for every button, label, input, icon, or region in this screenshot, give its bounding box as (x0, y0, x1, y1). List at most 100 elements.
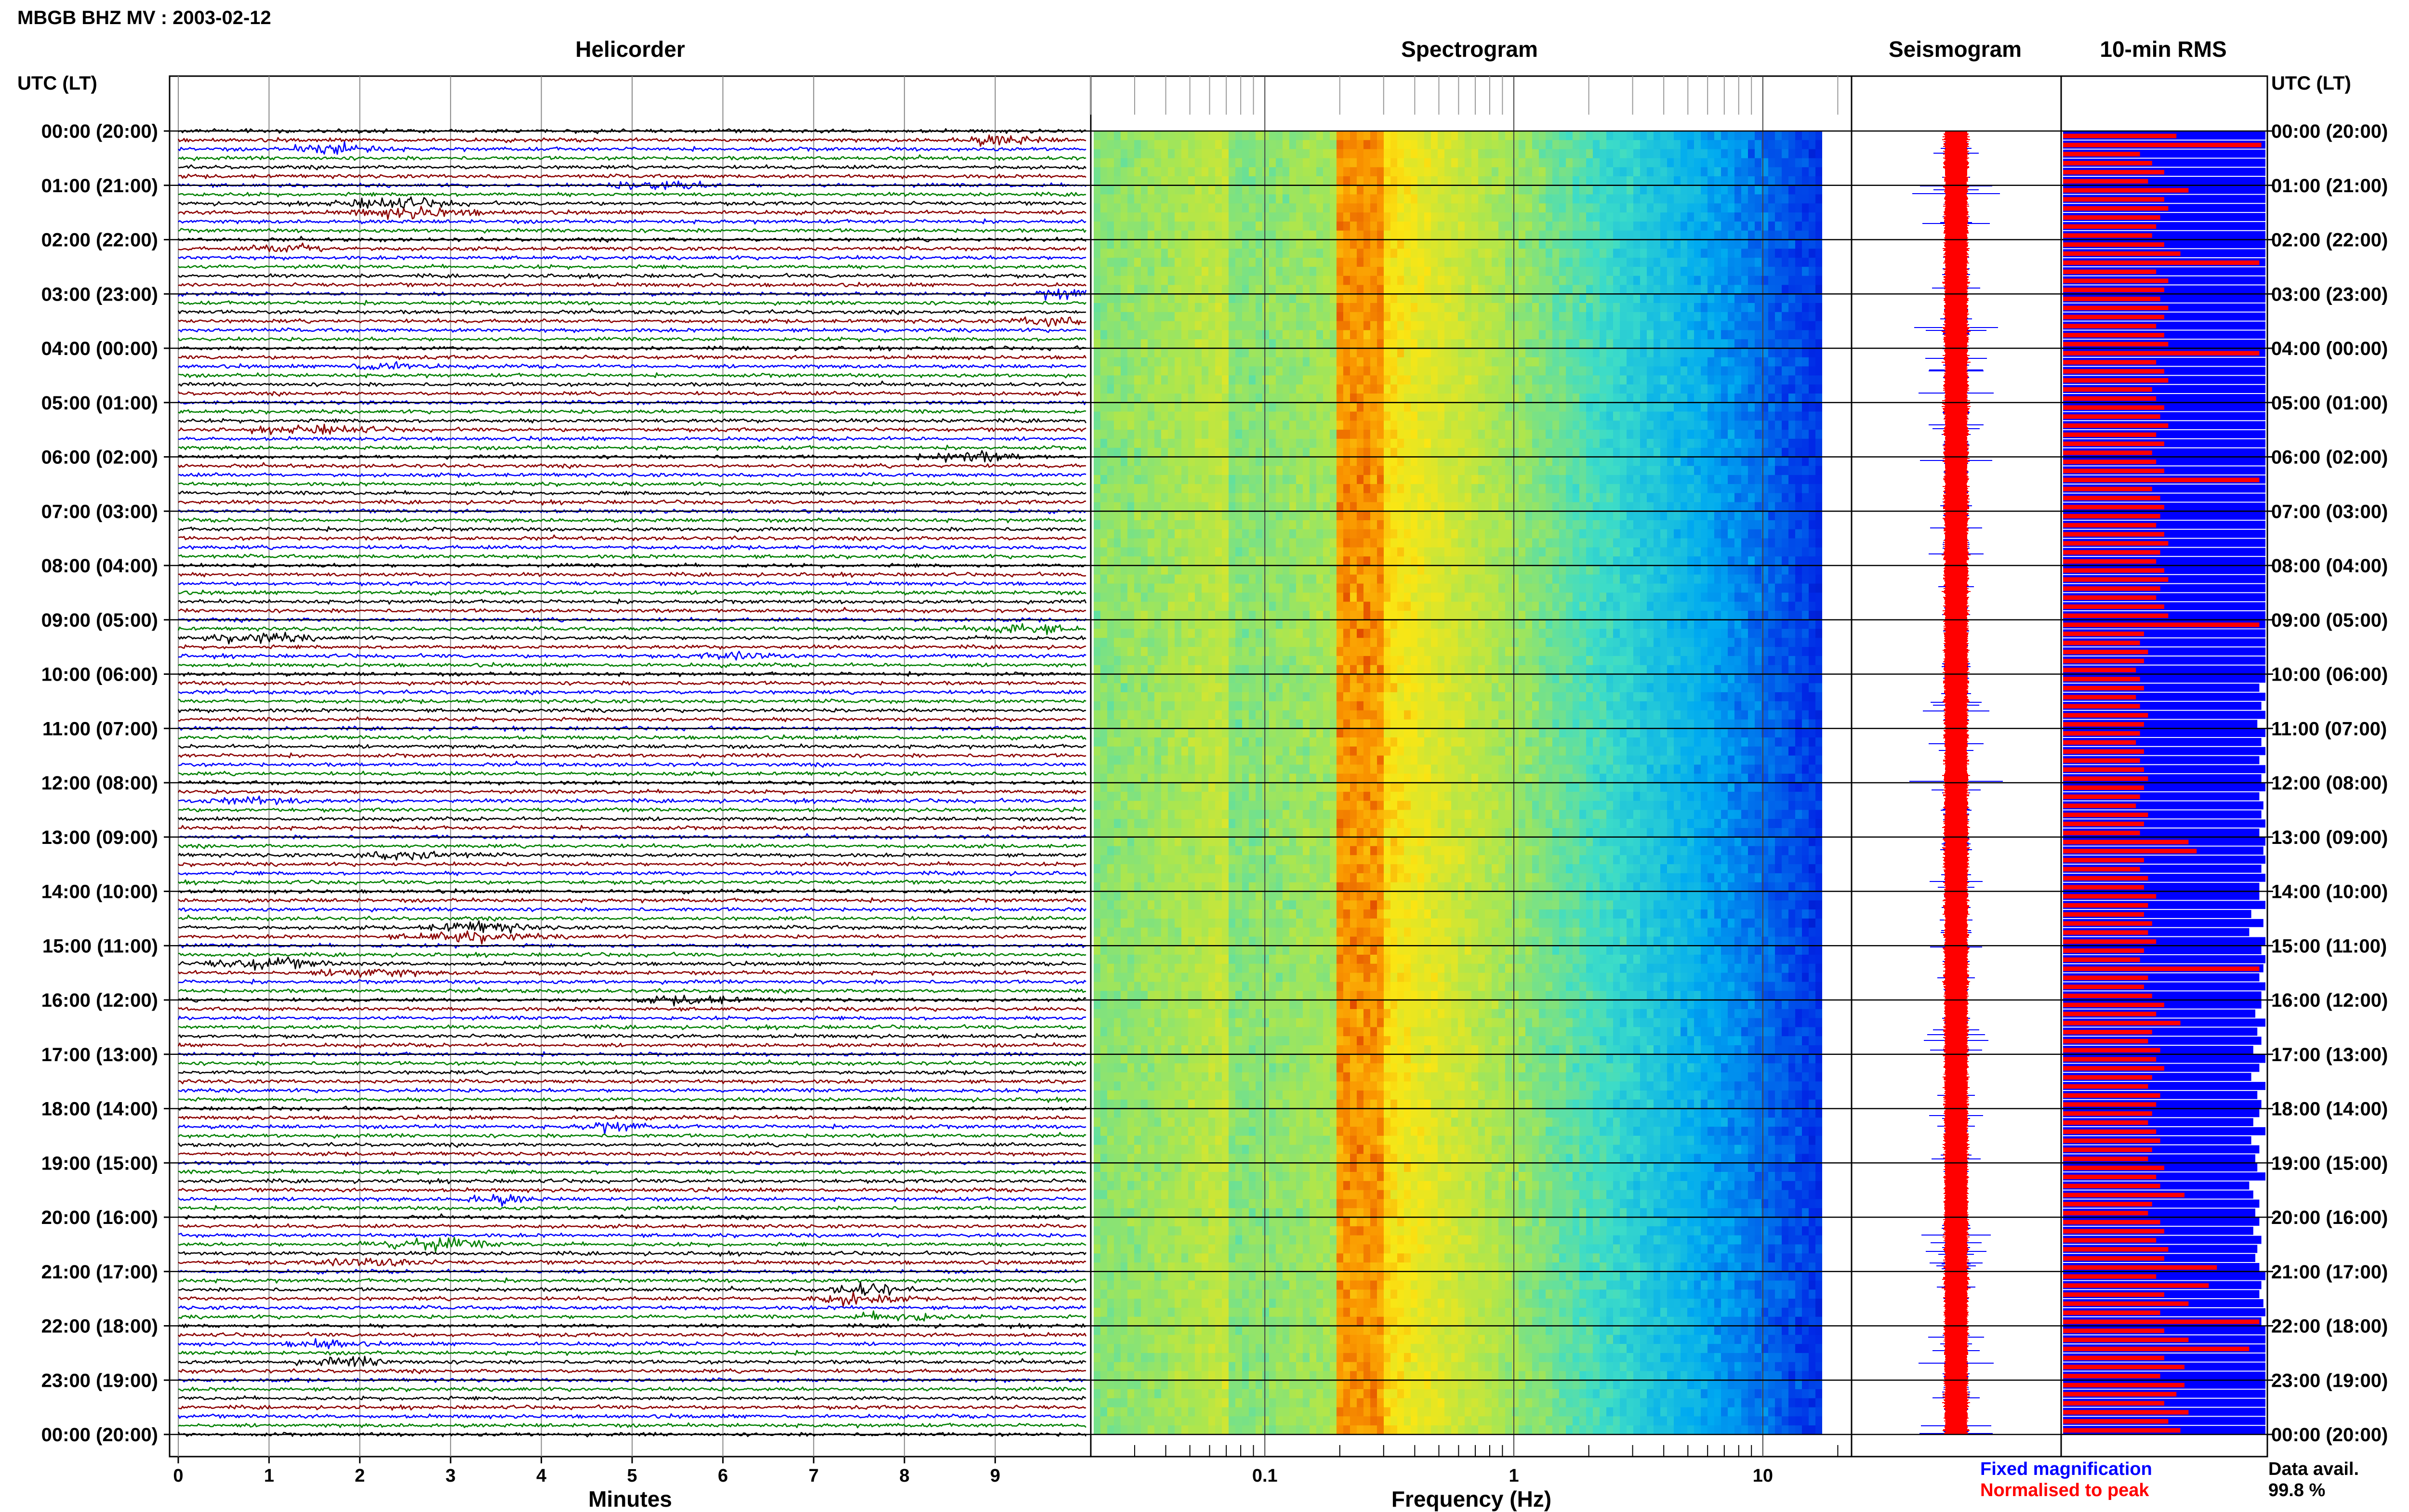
spectrogram-cell (1532, 294, 1539, 303)
spectrogram-cell (1175, 303, 1181, 313)
spectrogram-cell (1148, 348, 1154, 358)
spectrogram-cell (1283, 167, 1289, 177)
spectrogram-cell (1559, 402, 1566, 412)
spectrogram-cell (1465, 258, 1471, 267)
spectrogram-cell (1532, 158, 1539, 168)
spectrogram-cell (1100, 158, 1107, 168)
spectrogram-cell (1775, 520, 1782, 530)
spectrogram-cell (1809, 285, 1815, 294)
spectrogram-cell (1815, 131, 1822, 141)
spectrogram-cell (1775, 266, 1782, 276)
spectrogram-cell (1283, 239, 1289, 249)
spectrogram-cell (1276, 493, 1283, 503)
spectrogram-cell (1728, 167, 1734, 177)
spectrogram-cell (1485, 167, 1492, 177)
spectrogram-cell (1343, 176, 1350, 186)
spectrogram-cell (1141, 529, 1148, 539)
spectrogram-cell (1694, 438, 1701, 448)
spectrogram-cell (1370, 276, 1377, 286)
spectrogram-cell (1627, 484, 1633, 494)
spectrogram-cell (1809, 230, 1815, 240)
spectrogram-cell (1802, 239, 1809, 249)
spectrogram-cell (1107, 357, 1114, 367)
spectrogram-cell (1114, 303, 1121, 313)
spectrogram-cell (1094, 357, 1100, 367)
spectrogram-cell (1269, 176, 1276, 186)
spectrogram-cell (1707, 167, 1714, 177)
spectrogram-cell (1208, 249, 1215, 258)
spectrogram-cell (1175, 402, 1181, 412)
spectrogram-cell (1471, 194, 1478, 204)
spectrogram-cell (1694, 348, 1701, 358)
spectrogram-cell (1337, 457, 1343, 466)
spectrogram-cell (1262, 266, 1269, 276)
spectrogram-cell (1121, 266, 1127, 276)
spectrogram-cell (1465, 167, 1471, 177)
spectrogram-cell (1566, 212, 1573, 222)
spectrogram-cell (1539, 158, 1546, 168)
spectrogram-cell (1465, 339, 1471, 349)
spectrogram-cell (1438, 357, 1444, 367)
spectrogram-cell (1100, 203, 1107, 213)
spectrogram-cell (1620, 140, 1627, 150)
spectrogram-cell (1734, 511, 1741, 521)
helicorder-trace (178, 263, 1087, 270)
spectrogram-cell (1802, 230, 1809, 240)
spectrogram-cell (1519, 258, 1525, 267)
spectrogram-cell (1168, 366, 1175, 376)
spectrogram-cell (1647, 294, 1654, 303)
spectrogram-cell (1788, 149, 1795, 158)
spectrogram-cell (1498, 339, 1505, 349)
spectrogram-cell (1559, 276, 1566, 286)
spectrogram-cell (1606, 330, 1613, 340)
spectrogram-cell (1795, 321, 1802, 330)
spectrogram-cell (1566, 366, 1573, 376)
spectrogram-cell (1782, 484, 1788, 494)
spectrogram-cell (1303, 447, 1310, 458)
spectrogram-cell (1154, 167, 1161, 177)
spectrogram-cell (1546, 167, 1552, 177)
spectrogram-cell (1222, 194, 1229, 204)
spectrogram-cell (1094, 339, 1100, 349)
spectrogram-cell (1471, 357, 1478, 367)
spectrogram-cell (1242, 502, 1249, 512)
spectrogram-cell (1492, 203, 1498, 213)
spectrogram-cell (1215, 158, 1222, 168)
spectrogram-cell (1546, 375, 1552, 385)
spectrogram-cell (1492, 520, 1498, 530)
spectrogram-cell (1701, 321, 1707, 330)
spectrogram-cell (1613, 239, 1620, 249)
spectrogram-cell (1276, 230, 1283, 240)
spectrogram-cell (1681, 394, 1687, 403)
spectrogram-cell (1417, 285, 1424, 294)
spectrogram-cell (1633, 421, 1640, 430)
spectrogram-cell (1424, 294, 1431, 303)
spectrogram-cell (1289, 158, 1296, 168)
spectrogram-cell (1633, 158, 1640, 168)
spectrogram-cell (1512, 140, 1519, 150)
spectrogram-cell (1114, 348, 1121, 358)
spectrogram-cell (1431, 221, 1438, 231)
spectrogram-cell (1100, 466, 1107, 475)
spectrogram-cell (1363, 411, 1370, 421)
spectrogram-cell (1350, 402, 1357, 412)
spectrogram-cell (1559, 484, 1566, 494)
spectrogram-cell (1458, 357, 1465, 367)
spectrogram-cell (1256, 511, 1262, 521)
spectrogram-cell (1600, 438, 1606, 448)
spectrogram-cell (1249, 158, 1256, 168)
spectrogram-cell (1195, 285, 1202, 294)
spectrogram-cell (1289, 258, 1296, 267)
spectrogram-cell (1188, 140, 1195, 150)
spectrogram-cell (1620, 520, 1627, 530)
spectrogram-cell (1498, 312, 1505, 322)
spectrogram-cell (1566, 285, 1573, 294)
spectrogram-cell (1788, 430, 1795, 439)
spectrogram-cell (1775, 230, 1782, 240)
spectrogram-cell (1417, 212, 1424, 222)
spectrogram-cell (1809, 312, 1815, 322)
spectrogram-cell (1687, 421, 1694, 430)
spectrogram-cell (1478, 421, 1485, 430)
spectrogram-cell (1471, 502, 1478, 512)
spectrogram-cell (1782, 339, 1788, 349)
